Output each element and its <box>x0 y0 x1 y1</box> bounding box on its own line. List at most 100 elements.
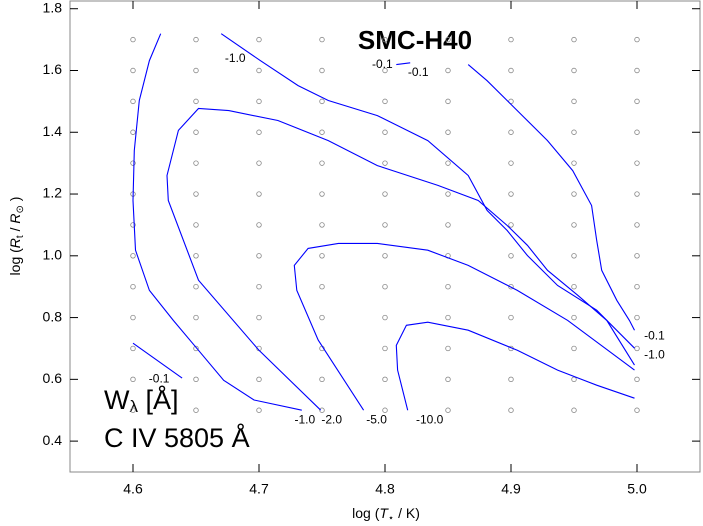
model-point <box>382 253 388 259</box>
model-point <box>130 407 136 413</box>
model-point <box>634 160 640 166</box>
model-point <box>508 222 514 228</box>
model-point <box>445 376 451 383</box>
contour-line <box>220 33 635 349</box>
contour-label: -1.0 <box>294 412 315 426</box>
label-part: λ <box>129 397 138 416</box>
label-part: ) <box>7 197 23 206</box>
model-point <box>634 98 640 105</box>
model-point <box>193 36 199 43</box>
label-part: / K) <box>394 505 420 521</box>
model-point <box>130 36 136 43</box>
model-point <box>256 129 262 135</box>
model-point <box>193 191 199 197</box>
model-point <box>571 98 577 105</box>
model-point <box>445 129 451 135</box>
model-point <box>256 160 262 166</box>
x-tick-label: 4.9 <box>501 481 521 497</box>
model-point <box>256 314 262 321</box>
model-point <box>445 283 451 290</box>
model-point <box>319 283 325 290</box>
label-part: R <box>7 238 23 248</box>
model-point <box>508 314 514 321</box>
model-point <box>634 36 640 43</box>
model-point <box>319 67 325 74</box>
model-point <box>382 36 388 43</box>
model-point <box>508 67 514 74</box>
label-part: log ( <box>7 248 23 276</box>
model-point <box>319 376 325 383</box>
x-tick-label: 4.8 <box>375 481 395 497</box>
model-point <box>571 253 577 259</box>
model-point <box>193 253 199 259</box>
contour-line <box>396 62 635 331</box>
model-point <box>445 67 451 74</box>
y-tick-label: 1.8 <box>43 0 63 15</box>
y-tick-label: 1.2 <box>43 185 63 201</box>
model-point <box>382 98 388 105</box>
model-point <box>382 345 388 352</box>
contour-line <box>166 107 635 411</box>
model-point <box>193 222 199 228</box>
model-point <box>193 314 199 321</box>
model-point <box>319 36 325 43</box>
model-point <box>130 222 136 228</box>
model-point <box>634 222 640 228</box>
contour-label: -1.0 <box>644 347 665 361</box>
model-point <box>571 191 577 197</box>
annotation: Wλ [Å] <box>104 384 179 416</box>
label-part: T <box>379 505 389 521</box>
y-tick-label: 1.4 <box>43 123 63 139</box>
contour-line <box>293 242 635 411</box>
model-point <box>634 253 640 259</box>
model-point <box>508 253 514 259</box>
model-point <box>382 129 388 135</box>
y-tick-label: 0.4 <box>43 432 63 448</box>
model-point <box>193 283 199 290</box>
model-point <box>634 407 640 413</box>
model-point <box>382 191 388 197</box>
x-tick-label: 4.7 <box>249 481 269 497</box>
contour-line <box>132 33 302 411</box>
model-point <box>445 345 451 352</box>
model-point <box>256 283 262 290</box>
y-tick-label: 0.6 <box>43 370 63 386</box>
chart-title: SMC-H40 <box>358 25 472 55</box>
model-point <box>319 191 325 197</box>
model-point <box>508 376 514 383</box>
y-tick-label: 1.0 <box>43 247 63 263</box>
y-tick-label: 1.6 <box>43 61 63 77</box>
model-point <box>634 283 640 290</box>
label-part: ⋆ <box>388 513 394 524</box>
model-point <box>256 36 262 43</box>
model-point <box>193 345 199 352</box>
model-point <box>382 283 388 290</box>
contour-label: -0.1 <box>149 371 170 385</box>
label-part: W <box>104 385 130 415</box>
model-point <box>319 253 325 259</box>
annotation: C IV 5805 Å <box>104 422 250 453</box>
model-point <box>571 376 577 383</box>
model-point <box>634 376 640 383</box>
model-point <box>130 283 136 290</box>
model-point <box>193 160 199 166</box>
contour-label: -0.1 <box>372 57 393 71</box>
model-point <box>571 160 577 166</box>
contour-label: -1.0 <box>225 51 246 65</box>
contour-label: -0.1 <box>408 65 429 79</box>
model-point <box>256 191 262 197</box>
label-part: log ( <box>352 505 380 521</box>
model-point <box>130 129 136 135</box>
model-point <box>130 253 136 259</box>
model-point <box>571 407 577 413</box>
model-point <box>256 407 262 413</box>
model-point <box>508 191 514 197</box>
model-point <box>508 36 514 43</box>
label-part: ⊙ <box>15 205 26 213</box>
contour-label: -5.0 <box>366 412 387 426</box>
model-point <box>508 129 514 135</box>
model-point <box>130 160 136 166</box>
contour-line <box>132 342 183 379</box>
